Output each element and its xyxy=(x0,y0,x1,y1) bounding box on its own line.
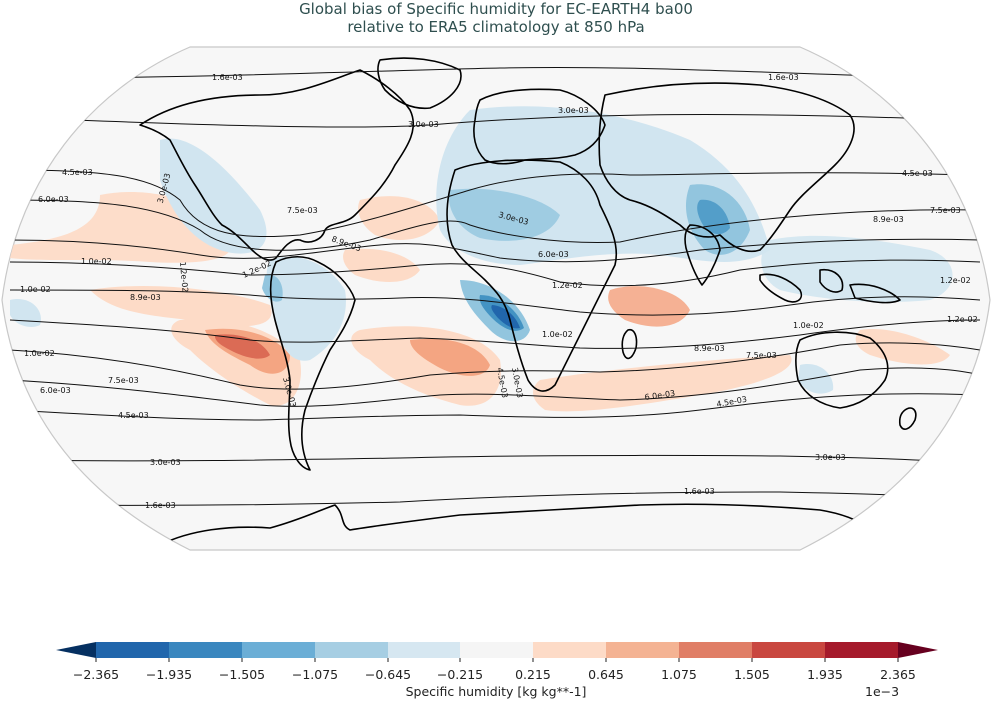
contour-label: 8.9e-03 xyxy=(130,293,161,302)
contour-label: 8.9e-03 xyxy=(694,344,725,353)
colorbar-tick-label: −0.215 xyxy=(436,667,484,682)
bias-shading xyxy=(10,106,953,412)
coastline-africa xyxy=(446,159,618,392)
colorbar-tick-label: 0.215 xyxy=(515,667,551,682)
coastline-antarctica xyxy=(159,503,881,550)
contour-label: 3.0e-03 xyxy=(408,120,439,129)
contour-label: 8.9e-03 xyxy=(873,215,904,224)
contour-label: 6.0e-03 xyxy=(40,386,71,395)
coastline-new-zealand xyxy=(898,407,917,430)
title-line-2: relative to ERA5 climatology at 850 hPa xyxy=(347,18,645,36)
colorbar-segment xyxy=(460,642,533,658)
colorbar-segment xyxy=(388,642,460,658)
contour-label: 6.0e-03 xyxy=(38,195,69,204)
colorbar-segment xyxy=(242,642,315,658)
contour-label: 4.5e-03 xyxy=(62,168,93,177)
colorbar-over-arrow xyxy=(898,642,938,658)
colorbar-exponent: 1e−3 xyxy=(865,684,900,699)
coastline-indonesia xyxy=(759,268,901,304)
contour-label: 1.6e-03 xyxy=(145,501,176,510)
contour-label: 4.5e-03 xyxy=(118,411,149,420)
contour-lines xyxy=(9,66,981,506)
colorbar-segment xyxy=(606,642,679,658)
contour-label: 1.2e-02 xyxy=(947,315,978,324)
colorbar-tick-label: −2.365 xyxy=(72,667,120,682)
coastline-asia xyxy=(598,82,855,253)
colorbar-segment xyxy=(533,642,606,658)
world-map: 1.6e-03 1.6e-03 3.0e-03 3.0e-03 4.5e-03 … xyxy=(1,46,991,551)
coastline-greenland xyxy=(377,57,462,110)
colorbar-segment xyxy=(825,642,898,658)
colorbar-tick-label: −0.645 xyxy=(364,667,412,682)
colorbar-tick-label: −1.075 xyxy=(291,667,339,682)
colorbar-segment xyxy=(752,642,825,658)
contour-label: 1.0e-02 xyxy=(542,330,573,339)
colorbar-tick-label: 1.075 xyxy=(661,667,697,682)
contour-label: 1.0e-02 xyxy=(20,285,51,294)
contour-label: 1.2e-02 xyxy=(178,261,190,292)
colorbar-tick-label: 2.365 xyxy=(880,667,916,682)
contour-label: 1.2e-02 xyxy=(940,276,971,285)
chart-title: Global bias of Specific humidity for EC-… xyxy=(0,0,992,36)
colorbar-under-arrow xyxy=(56,642,96,658)
colorbar-segment xyxy=(96,642,169,658)
contour-label: 6.0e-03 xyxy=(644,389,676,402)
contour-label: 7.5e-03 xyxy=(287,206,318,215)
colorbar-label: Specific humidity [kg kg**-1] xyxy=(405,684,587,699)
colorbar-tick-label: 1.935 xyxy=(807,667,843,682)
contour-label: 4.5e-03 xyxy=(902,169,933,178)
contour-label: 1.0e-02 xyxy=(793,321,824,330)
colorbar-tick-label: 0.645 xyxy=(588,667,624,682)
coastline-india xyxy=(684,224,721,286)
contour-label: 1.6e-03 xyxy=(768,73,799,82)
contour-label: 1.6e-03 xyxy=(212,73,243,82)
contour-label: 1.6e-03 xyxy=(684,487,715,496)
coastline-europe xyxy=(473,88,606,165)
contour-label: 3.0e-03 xyxy=(150,458,181,467)
coastline-australia xyxy=(795,331,889,409)
colorbar-segment xyxy=(679,642,752,658)
colorbar-tick-label: −1.505 xyxy=(218,667,266,682)
contour-label: 7.5e-03 xyxy=(746,351,777,360)
colorbar-segment xyxy=(169,642,242,658)
contour-label: 1.0e-02 xyxy=(81,257,112,266)
contour-label: 6.0e-03 xyxy=(538,250,569,259)
coastline-south-america xyxy=(269,255,356,471)
contour-label: 1.0e-02 xyxy=(24,349,55,358)
colorbar-tick-label: −1.935 xyxy=(145,667,193,682)
coastline-madagascar xyxy=(621,328,638,360)
continents xyxy=(139,57,917,550)
contour-labels: 1.6e-03 1.6e-03 3.0e-03 3.0e-03 4.5e-03 … xyxy=(20,73,978,510)
contour-label: 3.0e-03 xyxy=(815,453,846,462)
contour-label: 7.5e-03 xyxy=(930,206,961,215)
contour-label: 7.5e-03 xyxy=(108,376,139,385)
title-line-1: Global bias of Specific humidity for EC-… xyxy=(299,0,693,18)
colorbar-segment xyxy=(315,642,388,658)
contour-label: 3.0e-03 xyxy=(558,106,589,115)
colorbar xyxy=(56,642,938,662)
contour-label: 1.2e-02 xyxy=(552,281,583,290)
colorbar-tick-label: 1.505 xyxy=(734,667,770,682)
